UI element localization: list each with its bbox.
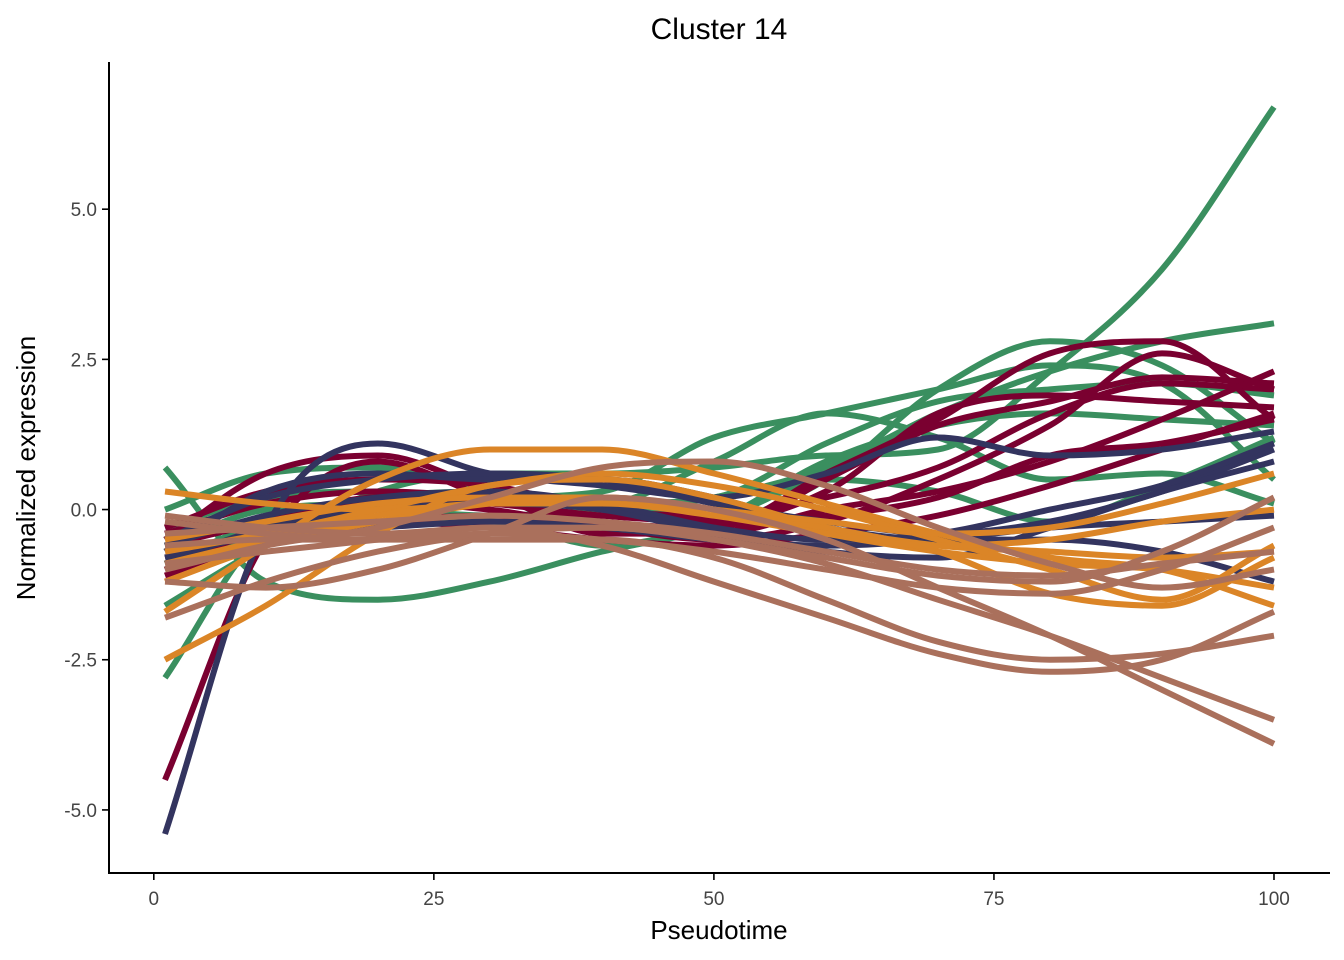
x-tick-label: 0 xyxy=(149,889,160,910)
x-tick-label: 50 xyxy=(703,889,724,910)
series-line-35 xyxy=(164,524,1276,597)
y-tick-label: 0.0 xyxy=(71,501,97,522)
x-tick-label: 25 xyxy=(423,889,444,910)
y-tick-label: -5.0 xyxy=(64,801,97,822)
series-line-24 xyxy=(163,476,1275,663)
axes: 0 25 50 75 100 -5.0 -2.5 0.0 2.5 5.0 xyxy=(64,62,1330,910)
chart-title: Cluster 14 xyxy=(651,13,788,46)
y-axis-ticks: -5.0 -2.5 0.0 2.5 5.0 xyxy=(64,200,109,822)
series-line-26 xyxy=(164,470,1276,603)
y-tick-label: -2.5 xyxy=(64,651,97,672)
y-tick-label: 5.0 xyxy=(71,200,97,221)
x-axis-label: Pseudotime xyxy=(650,915,787,945)
series-line-25 xyxy=(163,446,1275,615)
x-tick-label: 100 xyxy=(1258,889,1290,910)
series-line-37 xyxy=(164,512,1275,579)
series-line-33 xyxy=(164,494,1276,747)
y-axis-label: Normalized expression xyxy=(11,336,41,600)
series-line-21 xyxy=(164,440,1276,549)
x-tick-label: 75 xyxy=(983,889,1004,910)
y-tick-label: 2.5 xyxy=(71,350,97,371)
x-axis-ticks: 0 25 50 75 100 xyxy=(149,873,1290,910)
series-lines xyxy=(162,105,1277,835)
